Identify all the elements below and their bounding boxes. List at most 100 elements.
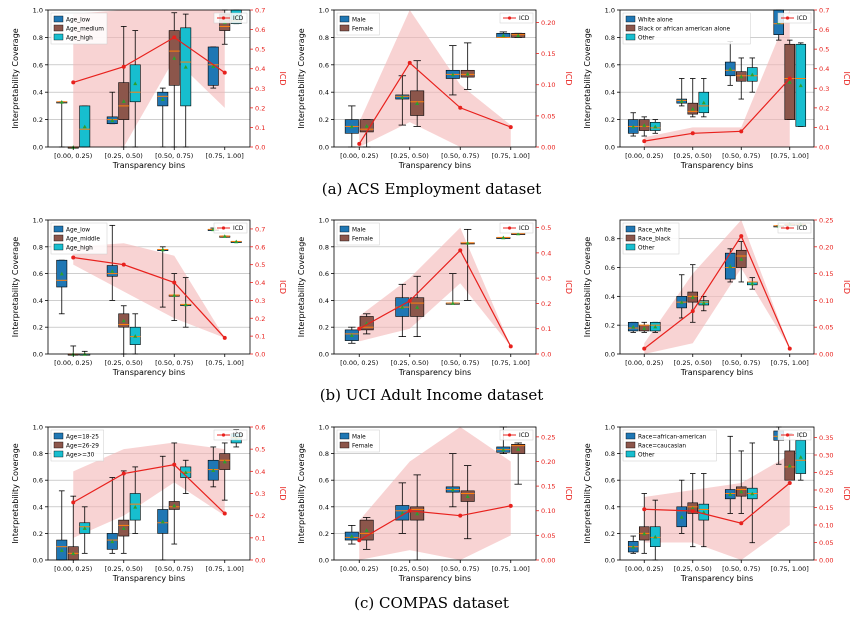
legend-label: Other [638,453,655,459]
y2-tick-label: 0.7 [255,7,265,15]
legend-label: ICD [797,226,808,232]
box-mean-marker [728,264,733,268]
icd-point [357,538,362,543]
box-mean-marker [121,526,126,530]
y2-tick-label: 0.5 [819,46,829,54]
y2-tick-label: 0.10 [541,507,555,515]
x-axis-label: Transparency bins [112,161,185,170]
legend-frame [499,222,534,234]
y-tick-label: 0.4 [33,297,43,305]
x-axis-label: Transparency bins [680,161,753,170]
icd-point [357,141,362,146]
subplot-2-1: 0.0 0.2 0.4 0.6 0.8 1.0 0.00 0.05 0.10 0.15 0.20 0.… [297,424,573,584]
box-mean-marker [750,491,755,496]
box-mean-marker [798,455,803,459]
box-mean-marker [728,67,733,71]
legend-frame [622,12,751,45]
icd-point [690,509,695,513]
box-mean-marker [160,97,165,101]
legend-label: Age_low [66,18,90,24]
icd-legend: ICD [777,222,812,234]
y-axis-label: Interpretability Coverage [297,443,306,543]
icd-legend: ICD [499,12,534,24]
x-tick-label: [0.00, 0.25) [625,565,663,573]
box-mean-marker [450,72,455,77]
y2-axis-label: ICD [564,71,573,85]
caption-b: (b) UCI Adult Income dataset [319,386,544,404]
x-tick-label: [0.00, 0.25) [340,565,378,573]
x-tick-label: [0.25, 0.50) [674,359,712,367]
box-mean-marker [653,324,658,329]
box-mean-marker [222,459,227,464]
box-mean-marker [183,470,188,475]
icd-legend: ICD [213,222,248,234]
icd-point [458,248,463,253]
icd-line [644,482,791,524]
box-mean-marker [690,295,695,299]
legend-frame [777,12,812,24]
icd-point [642,346,647,351]
x-tick-label: [0.75, 1.00] [492,565,530,573]
y-tick-label: 0.8 [319,34,329,42]
x-axis-label: Transparency bins [398,574,471,583]
icd-point [71,500,76,505]
box-mean-marker [450,301,455,305]
legend-swatch [339,15,350,23]
legend-swatch [625,234,636,242]
y2-axis-label: ICD [564,486,573,500]
box-mean-marker [349,534,354,538]
y2-tick-label: 0.25 [819,469,833,477]
legend-frame [213,429,248,441]
y-tick-label: 0.0 [319,557,329,565]
group-legend: Race=african-american Race=caucasian Other [622,429,717,462]
y2-tick-label: 0.25 [819,217,833,225]
legend-label: ICD [519,16,530,22]
box-mean-marker [415,305,420,309]
box-mean-marker [450,487,455,492]
x-tick-label: [0.00, 0.25) [54,152,92,160]
icd-point [121,64,126,69]
group-legend: Male Female [336,429,380,453]
icd-legend: ICD [213,12,248,24]
x-axis-label: Transparency bins [398,161,471,170]
box-mean-marker [465,71,470,76]
y2-tick-label: 0.3 [255,297,265,305]
box-mean-marker [82,124,87,129]
legend-label: Female [352,237,373,243]
y-tick-label: 0.8 [33,34,43,42]
box-mean-marker [234,239,239,244]
y2-tick-label: 0.1 [255,534,265,542]
y-tick-label: 0.4 [319,503,329,511]
legend-frame [777,429,812,441]
y-axis-label: Interpretability Coverage [583,237,592,337]
icd-point [222,70,227,75]
icd-line [73,256,226,339]
icd-legend: ICD [777,12,812,24]
box-mean-marker [71,551,76,556]
y2-tick-label: 0.15 [541,50,555,58]
box-mean-marker [211,64,216,68]
icd-line [358,505,511,541]
y-axis-label: Interpretability Coverage [11,28,20,128]
box-mean-marker [59,271,64,276]
y-tick-label: 0.6 [605,477,615,485]
legend-frame [499,12,534,24]
x-tick-label: [0.75, 1.00] [771,152,809,160]
box-mean-marker [679,514,684,519]
plot-frame [333,9,537,148]
box-mean-marker [400,305,405,309]
legend-label: Other [638,36,655,42]
x-tick-label: [0.00, 0.25) [625,152,663,160]
legend-swatch [53,234,64,242]
y2-tick-label: 0.1 [541,325,551,333]
y2-tick-label: 0.6 [819,26,829,34]
subplot-1-0: 0.0 0.2 0.4 0.6 0.8 1.0 0.0 0.1 0.2 0.3 0.4 0.5 0.6 0… [11,217,287,378]
x-tick-label: [0.50, 0.75) [155,359,193,367]
x-tick-label: [0.25, 0.50) [105,359,143,367]
y2-tick-label: 0.00 [819,351,833,359]
icd-band [359,227,511,347]
y2-axis-label: ICD [278,486,287,500]
legend-label: Black or african american alone [638,27,731,33]
icd-band [359,10,511,147]
legend-label: ICD [519,433,530,439]
